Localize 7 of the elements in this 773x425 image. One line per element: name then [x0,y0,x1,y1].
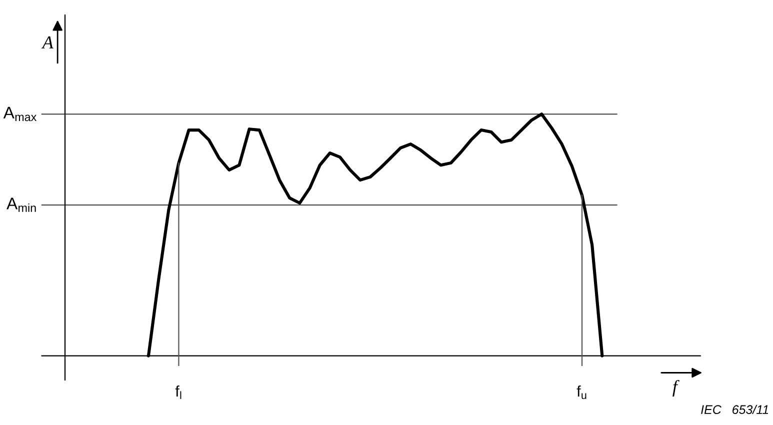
x-axis-title: f [672,380,680,397]
text: IEC 653/11 [701,404,768,414]
x-tick-label: f$_{u}$ [576,385,586,400]
x-tick-label: f$_{l}$ [175,385,182,399]
text: A [41,36,54,48]
ref-line-label: A$_{min}$ [6,198,36,212]
ref-line-label: A$_{max}$ [3,106,37,122]
